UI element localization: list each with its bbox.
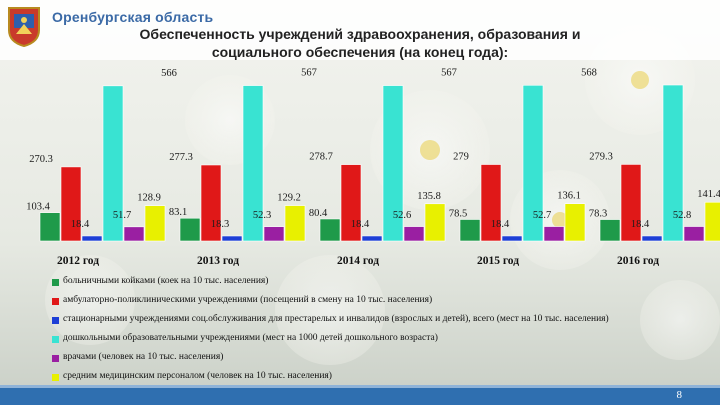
slide-title: Обеспеченность учреждений здравоохранени… <box>110 25 610 61</box>
category-label-4: 2016 год <box>617 255 659 267</box>
data-label-s3-c1: 567 <box>301 68 317 79</box>
bar-s1-c2 <box>340 164 362 242</box>
bar-s4-c4 <box>683 226 705 242</box>
chart-legend: больничными койками (коек на 10 тыс. нас… <box>52 276 712 390</box>
bar-s3-c1 <box>242 85 264 242</box>
category-label-2: 2014 год <box>337 255 379 267</box>
data-label-s1-c1: 277.3 <box>169 152 193 163</box>
data-label-s1-c0: 270.3 <box>29 154 53 165</box>
bar-s0-c1 <box>179 217 201 242</box>
category-label-1: 2013 год <box>197 255 239 267</box>
data-label-s1-c2: 278.7 <box>309 152 333 163</box>
data-label-s5-c3: 136.1 <box>557 191 581 202</box>
legend-label: больничными койками (коек на 10 тыс. нас… <box>63 276 269 286</box>
data-label-s1-c3: 279 <box>453 152 469 163</box>
legend-item-0: больничными койками (коек на 10 тыс. нас… <box>52 276 712 295</box>
data-label-s0-c0: 103.4 <box>26 202 50 213</box>
data-label-s1-c4: 279.3 <box>589 151 613 162</box>
title-line-1: Обеспеченность учреждений здравоохранени… <box>139 26 581 42</box>
data-label-s4-c4: 52.8 <box>673 210 691 221</box>
legend-item-3: дошкольными образовательными учреждениям… <box>52 333 712 352</box>
data-label-s3-c2: 567 <box>441 68 457 79</box>
legend-swatch <box>52 298 59 305</box>
legend-label: амбулаторно-поликлиническими учреждениям… <box>63 295 433 305</box>
data-label-s0-c2: 80.4 <box>309 208 328 219</box>
data-label-s2-c1: 18.3 <box>211 219 229 230</box>
data-label-s4-c0: 51.7 <box>113 210 131 221</box>
bar-s0-c3 <box>459 219 481 242</box>
data-label-s0-c4: 78.3 <box>589 209 607 220</box>
legend-swatch <box>52 355 59 362</box>
bar-s0-c0 <box>39 212 61 242</box>
data-label-s5-c2: 135.8 <box>417 191 441 202</box>
legend-swatch <box>52 374 59 381</box>
bar-s2-c2 <box>361 235 383 242</box>
bar-s3-c3 <box>522 84 544 242</box>
bar-s2-c1 <box>221 235 243 242</box>
coat-of-arms-logo <box>8 7 40 48</box>
bar-s1-c3 <box>480 164 502 242</box>
bar-s1-c1 <box>200 164 222 242</box>
bar-s0-c4 <box>599 219 621 242</box>
data-label-s4-c2: 52.6 <box>393 210 411 221</box>
data-label-s2-c0: 18.4 <box>71 219 90 230</box>
footer-bar: 8 <box>0 388 720 405</box>
bar-chart: 103.4 270.3 18.4 566 51.7 128.9 2012 год 83.1 27… <box>26 67 720 267</box>
region-name: Оренбургская область <box>52 9 214 25</box>
data-label-s0-c3: 78.5 <box>449 208 467 219</box>
legend-label: стационарными учреждениями соц.обслужива… <box>63 314 609 324</box>
data-label-s2-c2: 18.4 <box>351 219 370 230</box>
legend-label: средним медицинским персоналом (человек … <box>63 371 332 381</box>
data-label-s5-c4: 141.4 <box>697 189 720 200</box>
bar-s5-c2 <box>424 203 446 242</box>
bar-s2-c3 <box>501 235 523 242</box>
legend-swatch <box>52 279 59 286</box>
bar-s5-c1 <box>284 205 306 242</box>
bar-s3-c0 <box>102 85 124 242</box>
bar-s4-c3 <box>543 226 565 242</box>
data-label-s5-c0: 128.9 <box>137 193 161 204</box>
legend-label: дошкольными образовательными учреждениям… <box>63 333 438 343</box>
category-label-0: 2012 год <box>57 255 99 267</box>
data-label-s4-c3: 52.7 <box>533 210 551 221</box>
bar-s4-c0 <box>123 226 145 242</box>
legend-swatch <box>52 336 59 343</box>
bar-s2-c0 <box>81 235 103 242</box>
data-label-s0-c1: 83.1 <box>169 207 187 218</box>
data-label-s4-c1: 52.3 <box>253 210 271 221</box>
legend-item-2: стационарными учреждениями соц.обслужива… <box>52 314 712 333</box>
legend-item-5: средним медицинским персоналом (человек … <box>52 371 712 390</box>
bar-s4-c1 <box>263 226 285 242</box>
data-label-s5-c1: 129.2 <box>277 193 301 204</box>
data-label-s2-c4: 18.4 <box>631 219 650 230</box>
bar-s0-c2 <box>319 218 341 242</box>
legend-swatch <box>52 317 59 324</box>
legend-label: врачами (человек на 10 тыс. населения) <box>63 352 224 362</box>
category-label-3: 2015 год <box>477 255 519 267</box>
legend-item-1: амбулаторно-поликлиническими учреждениям… <box>52 295 712 314</box>
bar-s2-c4 <box>641 235 663 242</box>
data-label-s3-c0: 566 <box>161 68 177 79</box>
bar-s3-c2 <box>382 85 404 242</box>
bar-s1-c4 <box>620 164 642 242</box>
bar-s5-c4 <box>704 201 720 242</box>
bar-s1-c0 <box>60 166 82 242</box>
data-label-s2-c3: 18.4 <box>491 219 510 230</box>
data-label-s3-c3: 568 <box>581 67 597 78</box>
bar-s3-c4 <box>662 84 684 242</box>
legend-item-4: врачами (человек на 10 тыс. населения) <box>52 352 712 371</box>
page-number: 8 <box>676 389 683 401</box>
bar-s5-c3 <box>564 203 586 242</box>
footer-accent <box>0 385 720 388</box>
bar-s5-c0 <box>144 205 166 242</box>
bar-s4-c2 <box>403 226 425 242</box>
title-line-2: социального обеспечения (на конец года): <box>211 44 509 60</box>
